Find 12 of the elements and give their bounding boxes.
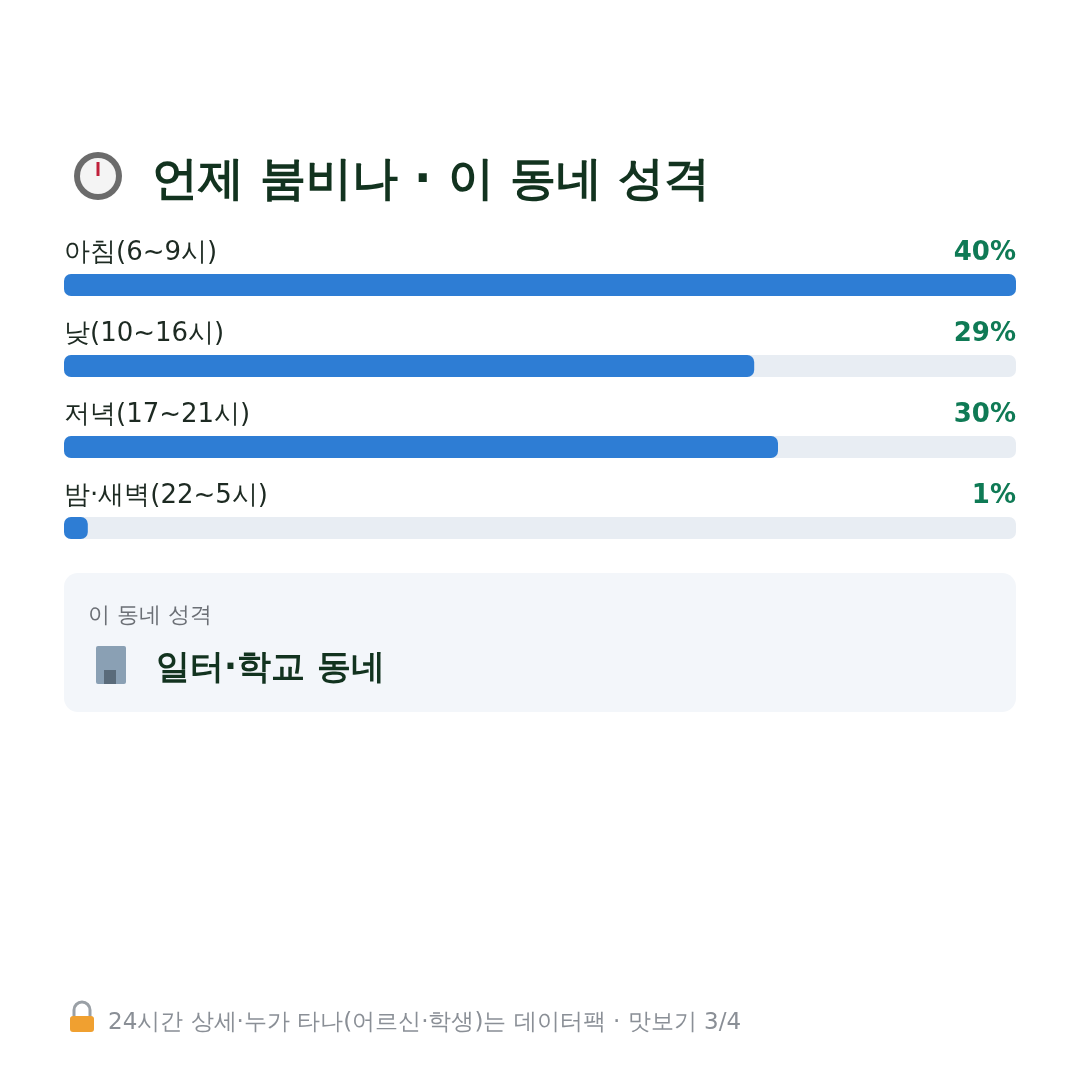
data-label: 29% — [953, 317, 1016, 347]
data-label: 40% — [953, 236, 1016, 266]
data-label: 1% — [971, 479, 1016, 509]
text: 일터·학교 동네 — [156, 646, 385, 686]
text: 24시간 상세·누가 타나(어르신·학생)는 데이터팩 · 맛보기 3/4 — [108, 1008, 742, 1034]
y-tick-label: 밤·새벽(22~5시) — [64, 479, 268, 509]
y-tick-label: 아침(6~9시) — [64, 236, 218, 266]
y-tick-label: 낮(10~16시) — [64, 317, 225, 347]
data-label: 30% — [953, 398, 1016, 428]
chart-title: 언제 붐비나 · 이 동네 성격 — [152, 151, 710, 205]
text: 이 동네 성격 — [88, 602, 212, 627]
y-tick-label: 저녁(17~21시) — [64, 398, 251, 428]
